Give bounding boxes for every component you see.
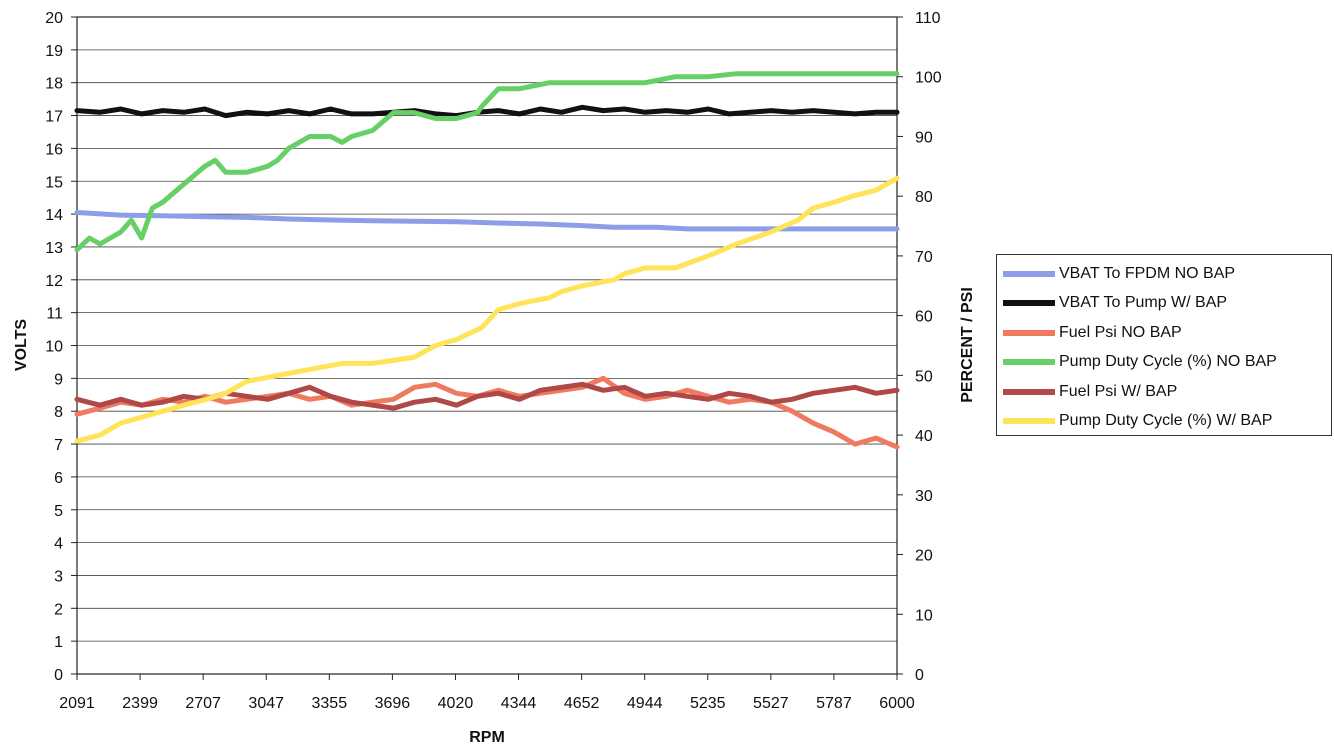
- series-line-3: [74, 375, 900, 450]
- x-tick-label: 5787: [816, 695, 852, 712]
- left-tick-label: 10: [45, 339, 63, 356]
- legend-label: VBAT To Pump W/ BAP: [1059, 294, 1228, 312]
- left-tick-label: 8: [54, 404, 63, 421]
- series-line-1: [74, 210, 900, 232]
- left-tick-label: 4: [54, 536, 63, 553]
- legend-label: Fuel Psi W/ BAP: [1059, 382, 1178, 400]
- x-tick-label: 4344: [501, 695, 537, 712]
- x-tick-label: 4020: [438, 695, 474, 712]
- legend-item: VBAT To FPDM NO BAP: [1003, 259, 1331, 289]
- x-tick-label: 4652: [564, 695, 600, 712]
- left-tick-label: 1: [54, 634, 63, 651]
- x-tick-label: 6000: [879, 695, 915, 712]
- legend-label: VBAT To FPDM NO BAP: [1059, 264, 1236, 282]
- x-tick-label: 2399: [122, 695, 158, 712]
- right-tick-label: 50: [915, 368, 933, 385]
- right-axis-title: PERCENT / PSI: [959, 287, 976, 403]
- left-tick-label: 20: [45, 10, 63, 27]
- left-tick-label: 6: [54, 470, 63, 487]
- left-tick-label: 18: [45, 76, 63, 93]
- right-tick-label: 80: [915, 189, 933, 206]
- legend-swatch: [1003, 359, 1055, 366]
- left-tick-label: 9: [54, 371, 63, 388]
- x-tick-label: 2707: [185, 695, 221, 712]
- left-tick-label: 19: [45, 43, 63, 60]
- left-tick-label: 5: [54, 503, 63, 520]
- legend-label: Pump Duty Cycle (%) NO BAP: [1059, 353, 1277, 371]
- right-tick-label: 20: [915, 548, 933, 565]
- legend-swatch: [1003, 418, 1055, 425]
- series-line-2: [74, 104, 900, 119]
- right-tick-label: 60: [915, 309, 933, 326]
- x-tick-label: 5527: [753, 695, 789, 712]
- series-lines: [74, 71, 900, 450]
- legend-swatch: [1003, 329, 1055, 336]
- series-line-4: [74, 71, 900, 253]
- left-tick-label: 2: [54, 601, 63, 618]
- legend-item: Pump Duty Cycle (%) W/ BAP: [1003, 407, 1331, 437]
- right-tick-label: 40: [915, 428, 933, 445]
- right-tick-label: 110: [915, 10, 941, 27]
- left-axis-title: VOLTS: [13, 319, 30, 371]
- left-tick-label: 14: [45, 207, 63, 224]
- legend-item: Pump Duty Cycle (%) NO BAP: [1003, 348, 1331, 378]
- right-tick-label: 0: [915, 667, 924, 684]
- legend-label: Pump Duty Cycle (%) W/ BAP: [1059, 412, 1273, 430]
- x-tick-label: 2091: [59, 695, 95, 712]
- x-tick-label: 5235: [690, 695, 726, 712]
- gridlines: [77, 49, 897, 642]
- x-axis-ticks: 2091 2399 2707 3047 3355 3696 4020 4344 4652 4944…: [59, 674, 915, 712]
- legend-swatch: [1003, 300, 1055, 307]
- left-tick-label: 17: [45, 109, 63, 126]
- series-line-6: [74, 175, 900, 444]
- left-tick-label: 12: [45, 273, 63, 290]
- legend-swatch: [1003, 270, 1055, 277]
- right-tick-label: 10: [915, 607, 933, 624]
- left-tick-label: 7: [54, 437, 63, 454]
- right-axis-ticks: 0 10 20 30 40 50 60 70 80 90 100 110: [897, 10, 942, 684]
- right-tick-label: 70: [915, 249, 933, 266]
- right-tick-label: 90: [915, 129, 933, 146]
- left-tick-label: 0: [54, 667, 63, 684]
- x-axis-title: RPM: [469, 729, 505, 746]
- legend-swatch: [1003, 388, 1055, 395]
- right-tick-label: 30: [915, 488, 933, 505]
- legend-item: Fuel Psi W/ BAP: [1003, 377, 1331, 407]
- x-tick-label: 3696: [375, 695, 411, 712]
- x-tick-label: 3047: [248, 695, 284, 712]
- chart-legend: VBAT To FPDM NO BAP VBAT To Pump W/ BAP Fu…: [996, 254, 1332, 436]
- left-tick-label: 11: [46, 306, 63, 323]
- legend-label: Fuel Psi NO BAP: [1059, 323, 1182, 341]
- left-tick-label: 13: [45, 240, 63, 257]
- right-tick-label: 100: [915, 70, 942, 87]
- x-tick-label: 4944: [627, 695, 663, 712]
- left-tick-label: 16: [45, 141, 63, 158]
- left-tick-label: 3: [54, 568, 63, 585]
- legend-item: Fuel Psi NO BAP: [1003, 318, 1331, 348]
- x-tick-label: 3355: [312, 695, 348, 712]
- legend-item: VBAT To Pump W/ BAP: [1003, 289, 1331, 319]
- left-tick-label: 15: [45, 174, 63, 191]
